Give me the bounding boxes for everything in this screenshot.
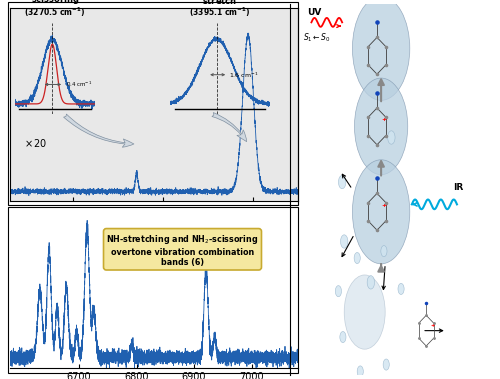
Circle shape — [340, 235, 348, 248]
Text: $\mathbf{stretch}$: $\mathbf{stretch}$ — [202, 0, 237, 6]
X-axis label: $\it{v}(cm^{-1})$: $\it{v}(cm^{-1})$ — [134, 216, 174, 231]
Circle shape — [354, 78, 408, 175]
Text: +: + — [382, 117, 387, 122]
Text: $\mathbf{(3270.5\ cm^{-1})}$: $\mathbf{(3270.5\ cm^{-1})}$ — [24, 6, 86, 19]
Text: 1.6 cm$^{-1}$: 1.6 cm$^{-1}$ — [230, 70, 259, 80]
Text: 0.4 cm$^{-1}$: 0.4 cm$^{-1}$ — [66, 80, 92, 89]
Circle shape — [336, 286, 342, 297]
Circle shape — [352, 0, 410, 100]
Text: $S_1\leftarrow S_0$: $S_1\leftarrow S_0$ — [303, 32, 331, 44]
Text: $\mathbf{(3395.1\ cm^{-1})}$: $\mathbf{(3395.1\ cm^{-1})}$ — [190, 6, 250, 19]
Circle shape — [354, 252, 360, 264]
Text: IR: IR — [453, 183, 463, 191]
Text: $\mathbf{scissoring}$: $\mathbf{scissoring}$ — [30, 0, 80, 6]
Circle shape — [352, 160, 410, 264]
Text: +: + — [430, 323, 434, 327]
Text: NH-stretching and NH$_2$-scissoring
overtone vibration combination
bands (6): NH-stretching and NH$_2$-scissoring over… — [106, 233, 258, 267]
Circle shape — [340, 332, 346, 343]
Circle shape — [381, 246, 387, 257]
Circle shape — [367, 276, 374, 289]
Circle shape — [357, 366, 364, 377]
Circle shape — [388, 131, 395, 144]
Circle shape — [398, 283, 404, 294]
Text: UV: UV — [308, 8, 322, 17]
Circle shape — [344, 275, 385, 349]
Circle shape — [338, 175, 346, 189]
Circle shape — [383, 359, 390, 370]
Text: $\times\,20$: $\times\,20$ — [24, 137, 48, 149]
Text: +: + — [382, 203, 387, 208]
